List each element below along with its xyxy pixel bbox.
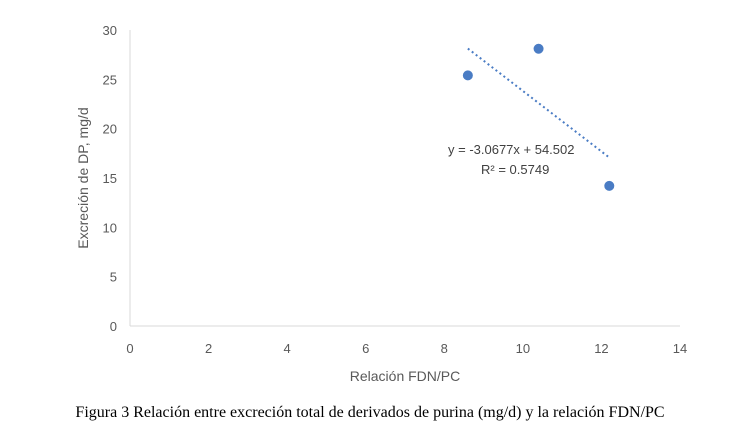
x-tick-label: 8 xyxy=(441,341,448,356)
x-axis-title: Relación FDN/PC xyxy=(350,368,460,384)
data-point xyxy=(604,180,615,191)
x-tick-label: 2 xyxy=(205,341,212,356)
x-tick-label: 0 xyxy=(126,341,133,356)
y-tick-label: 0 xyxy=(110,319,117,334)
x-tick-label: 14 xyxy=(673,341,687,356)
data-point xyxy=(533,43,544,54)
data-point xyxy=(462,70,473,81)
y-tick-label: 10 xyxy=(103,220,117,235)
y-tick-labels: 0 5 10 15 20 25 30 xyxy=(103,23,117,334)
x-tick-label: 10 xyxy=(516,341,530,356)
trendline-r-squared: R² = 0.5749 xyxy=(481,162,549,177)
x-tick-labels: 0 2 4 6 8 10 12 14 xyxy=(126,341,687,356)
scatter-chart: 0 2 4 6 8 10 12 14 0 5 10 15 20 25 30 y = -3.0677x + … xyxy=(75,23,687,384)
x-tick-label: 6 xyxy=(362,341,369,356)
y-tick-label: 30 xyxy=(103,23,117,38)
x-tick-label: 12 xyxy=(594,341,608,356)
y-tick-label: 15 xyxy=(103,171,117,186)
y-tick-label: 25 xyxy=(103,72,117,87)
y-axis-title: Excreción de DP, mg/d xyxy=(75,107,91,248)
y-tick-label: 5 xyxy=(110,270,117,285)
y-tick-label: 20 xyxy=(103,122,117,137)
figure-caption: Figura 3 Relación entre excreción total … xyxy=(75,404,665,421)
data-points xyxy=(462,43,615,191)
x-tick-label: 4 xyxy=(284,341,291,356)
trendline-equation: y = -3.0677x + 54.502 xyxy=(448,142,574,157)
